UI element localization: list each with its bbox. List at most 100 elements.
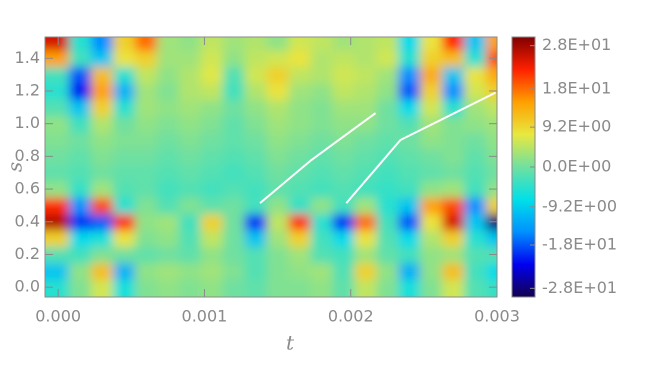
heatmap-cell — [464, 82, 487, 100]
heatmap-cell — [332, 99, 355, 117]
heatmap-cell — [332, 148, 355, 166]
heatmap-cell — [244, 246, 268, 264]
heatmap-cell — [398, 180, 421, 198]
heatmap-cell — [45, 262, 70, 280]
heatmap-cell — [442, 262, 465, 280]
heatmap-cell — [178, 131, 202, 149]
heatmap-cell — [354, 50, 377, 68]
heatmap-cell — [398, 37, 421, 51]
heatmap-cell — [178, 115, 202, 133]
heatmap-cell — [398, 82, 421, 100]
y-tick-label: 0.2 — [15, 244, 40, 263]
heatmap-cell — [354, 148, 377, 166]
heatmap-cell — [178, 279, 202, 297]
heatmap-cell — [288, 229, 312, 247]
heatmap-cell — [156, 66, 180, 84]
heatmap-cell — [332, 246, 355, 264]
heatmap-cell — [464, 279, 487, 297]
heatmap-cell — [420, 37, 443, 51]
heatmap-cell — [222, 82, 246, 100]
heatmap-cell — [222, 180, 246, 198]
heatmap-cell — [420, 148, 443, 166]
heatmap-cell — [376, 213, 399, 231]
heatmap-cell — [69, 148, 92, 166]
heatmap-cell — [156, 180, 180, 198]
heatmap-cell — [442, 246, 465, 264]
heatmap-cell — [69, 99, 92, 117]
heatmap-cell — [244, 164, 268, 182]
heatmap-cell — [464, 229, 487, 247]
heatmap-cell — [266, 246, 290, 264]
heatmap-cell — [332, 197, 355, 215]
heatmap-cell — [464, 66, 487, 84]
heatmap-cell — [398, 164, 421, 182]
heatmap-cell — [310, 246, 334, 264]
heatmap-cell — [398, 229, 421, 247]
foreground: 0.000 0.001 0.002 0.003 0.0 0.2 0.4 0.6 0.8 1.0 1.… — [15, 35, 618, 325]
heatmap-cell — [354, 246, 377, 264]
heatmap-cell — [222, 50, 246, 68]
colorbar-tick-label: 2.8E+01 — [542, 35, 611, 54]
heatmap-cell — [288, 213, 312, 231]
y-tick-label: 1.2 — [15, 80, 40, 99]
heatmap-cell — [178, 246, 202, 264]
x-axis-label: t — [286, 331, 295, 355]
heatmap-cell — [464, 131, 487, 149]
heatmap-cell — [332, 37, 355, 51]
heatmap-cell — [69, 131, 92, 149]
heatmap-cell — [376, 180, 399, 198]
heatmap-cell — [222, 246, 246, 264]
y-tick-label: 0.0 — [15, 277, 40, 296]
heatmap-cell — [113, 37, 136, 51]
heatmap-cell — [156, 213, 180, 231]
y-tick-label: 1.4 — [15, 48, 40, 67]
heatmap-cell — [398, 115, 421, 133]
heatmap-cell — [398, 279, 421, 297]
heatmap-cell — [266, 164, 290, 182]
heatmap-cell — [200, 197, 224, 215]
heatmap-cell — [113, 164, 136, 182]
heatmap-cell — [420, 180, 443, 198]
heatmap-cell — [420, 131, 443, 149]
x-tick-label: 0.000 — [35, 307, 81, 326]
heatmap-cell — [420, 279, 443, 297]
heatmap-cell — [222, 66, 246, 84]
heatmap-cell — [178, 180, 202, 198]
heatmap-cell — [310, 197, 334, 215]
heatmap-cell — [442, 66, 465, 84]
heatmap-cell — [442, 82, 465, 100]
heatmap-cell — [45, 66, 70, 84]
heatmap-cell — [376, 229, 399, 247]
heatmap-cell — [45, 99, 70, 117]
heatmap-cell — [310, 180, 334, 198]
heatmap-cell — [69, 66, 92, 84]
heatmap-cell — [398, 66, 421, 84]
heatmap-cell — [69, 82, 92, 100]
heatmap-cell — [91, 229, 114, 247]
heatmap-cell — [178, 164, 202, 182]
heatmap-cell — [222, 197, 246, 215]
heatmap-cell — [244, 229, 268, 247]
heatmap-cell — [354, 180, 377, 198]
heatmap-cell — [178, 262, 202, 280]
plot-area — [45, 37, 497, 297]
heatmap-cell — [91, 213, 114, 231]
heatmap-cell — [310, 262, 334, 280]
heatmap-cell — [69, 180, 92, 198]
heatmap-cell — [486, 279, 497, 297]
heatmap-cell — [332, 164, 355, 182]
heatmap-cell — [45, 279, 70, 297]
heatmap-cell — [200, 37, 224, 51]
heatmap-cell — [354, 197, 377, 215]
heatmap-cell — [200, 82, 224, 100]
heatmap-cell — [222, 229, 246, 247]
colorbar-tick-label: -9.2E+00 — [542, 196, 617, 215]
heatmap-cell — [442, 213, 465, 231]
heatmap-cell — [156, 164, 180, 182]
heatmap-cell — [178, 82, 202, 100]
heatmap-cell — [69, 50, 92, 68]
heatmap-cell — [134, 82, 158, 100]
heatmap-cell — [376, 197, 399, 215]
heatmap-cell — [288, 50, 312, 68]
heatmap-cell — [288, 99, 312, 117]
